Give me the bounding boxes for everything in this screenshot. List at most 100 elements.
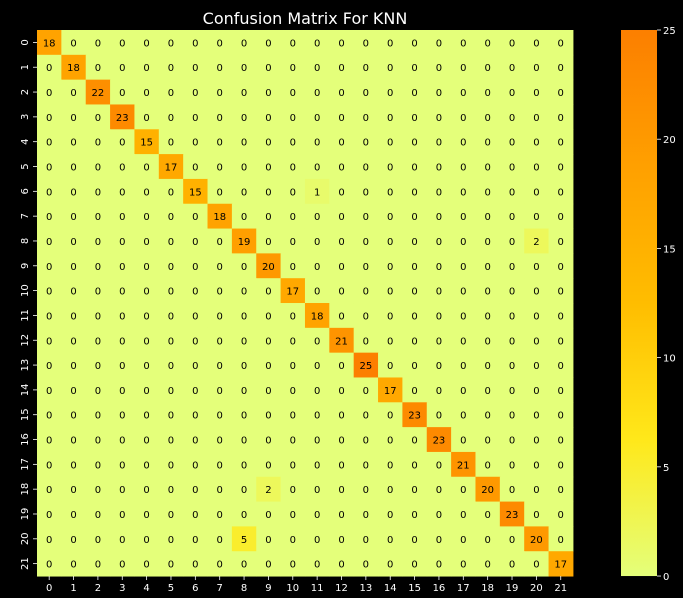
cell-value-label: 0 bbox=[217, 535, 223, 546]
heatmap-cell-10-3 bbox=[110, 278, 135, 304]
heatmap-cell-20-9 bbox=[256, 526, 282, 552]
cell-value-label: 0 bbox=[533, 287, 539, 298]
cell-value-label: 0 bbox=[217, 287, 223, 298]
heatmap-cell-13-16 bbox=[426, 352, 452, 378]
heatmap-cell-18-0 bbox=[37, 476, 62, 503]
y-tick-label: 21 bbox=[20, 557, 31, 570]
cell-value-label: 0 bbox=[95, 361, 101, 372]
heatmap-cell-2-4 bbox=[134, 79, 160, 105]
cell-value-label: 0 bbox=[241, 212, 247, 223]
heatmap-cell-14-20 bbox=[524, 377, 550, 403]
cell-value-label: 0 bbox=[70, 311, 76, 322]
cell-value-label: 0 bbox=[533, 485, 539, 496]
y-tick-label: 20 bbox=[20, 532, 31, 545]
cell-value-label: 0 bbox=[95, 436, 101, 447]
cell-value-label: 0 bbox=[387, 436, 393, 447]
heatmap-cell-5-16 bbox=[426, 154, 452, 180]
cell-value-label: 0 bbox=[192, 436, 198, 447]
cell-value-label: 0 bbox=[168, 287, 174, 298]
heatmap-cell-9-12 bbox=[329, 253, 355, 279]
cell-value-label: 0 bbox=[241, 163, 247, 174]
cell-value-label: 0 bbox=[192, 510, 198, 521]
cell-value-label: 0 bbox=[95, 311, 101, 322]
heatmap-cell-12-16 bbox=[426, 327, 452, 354]
heatmap-cell-17-13 bbox=[353, 451, 379, 478]
heatmap-cell-7-10 bbox=[280, 203, 306, 230]
heatmap-cell-15-8 bbox=[231, 402, 257, 428]
cell-value-label: 0 bbox=[95, 485, 101, 496]
cell-value-label: 0 bbox=[168, 336, 174, 347]
heatmap-cell-16-20 bbox=[524, 427, 550, 453]
cell-value-label: 0 bbox=[460, 88, 466, 99]
x-tick-label: 3 bbox=[119, 583, 125, 594]
heatmap-cell-4-15 bbox=[402, 129, 428, 155]
heatmap-cell-12-9 bbox=[256, 327, 282, 354]
heatmap-cell-8-12 bbox=[329, 228, 355, 254]
heatmap-cell-11-12 bbox=[329, 303, 355, 329]
heatmap-cell-18-9 bbox=[256, 476, 282, 503]
cell-value-label: 0 bbox=[558, 63, 564, 74]
heatmap-cell-5-4 bbox=[134, 154, 160, 180]
heatmap-cell-21-19 bbox=[499, 551, 525, 577]
heatmap-cell-0-8 bbox=[231, 30, 257, 56]
cell-value-label: 0 bbox=[265, 163, 271, 174]
heatmap-cell-17-3 bbox=[110, 451, 135, 478]
cell-value-label: 0 bbox=[338, 386, 344, 397]
cell-value-label: 0 bbox=[363, 63, 369, 74]
cell-value-label: 0 bbox=[46, 163, 52, 174]
heatmap-cell-19-17 bbox=[451, 501, 476, 527]
heatmap-cell-0-18 bbox=[475, 30, 501, 56]
cell-value-label: 0 bbox=[436, 485, 442, 496]
heatmap-cell-16-5 bbox=[158, 427, 184, 453]
heatmap-cell-5-20 bbox=[524, 154, 550, 180]
cell-value-label: 0 bbox=[338, 138, 344, 149]
cell-value-label: 0 bbox=[338, 163, 344, 174]
heatmap-cell-15-14 bbox=[378, 402, 403, 428]
cell-value-label: 0 bbox=[411, 436, 417, 447]
cell-value-label: 0 bbox=[217, 113, 223, 124]
heatmap-cell-3-8 bbox=[231, 104, 257, 130]
heatmap-cell-4-6 bbox=[183, 129, 209, 155]
heatmap-cell-5-10 bbox=[280, 154, 306, 180]
y-tick-label: 6 bbox=[20, 188, 31, 194]
y-tick-label: 2 bbox=[20, 89, 31, 95]
cell-value-label: 0 bbox=[241, 113, 247, 124]
cell-value-label: 0 bbox=[411, 163, 417, 174]
cell-value-label: 0 bbox=[192, 163, 198, 174]
heatmap-cell-18-21 bbox=[548, 476, 574, 503]
x-tick-label: 6 bbox=[192, 583, 198, 594]
cell-value-label: 0 bbox=[46, 510, 52, 521]
heatmap-cell-8-1 bbox=[61, 228, 87, 254]
cell-value-label: 0 bbox=[363, 436, 369, 447]
cell-value-label: 0 bbox=[387, 63, 393, 74]
cell-value-label: 0 bbox=[436, 138, 442, 149]
cell-value-label: 2 bbox=[265, 485, 271, 496]
cell-value-label: 0 bbox=[509, 88, 515, 99]
cell-value-label: 18 bbox=[67, 63, 80, 74]
heatmap-cell-15-17 bbox=[451, 402, 476, 428]
cell-value-label: 0 bbox=[143, 262, 149, 273]
heatmap-cell-18-20 bbox=[524, 476, 550, 503]
heatmap-cell-19-6 bbox=[183, 501, 209, 527]
y-tick-label: 19 bbox=[20, 508, 31, 521]
heatmap-cell-12-14 bbox=[378, 327, 403, 354]
cell-value-label: 0 bbox=[509, 535, 515, 546]
cell-value-label: 0 bbox=[460, 262, 466, 273]
heatmap-cell-14-13 bbox=[353, 377, 379, 403]
cell-value-label: 0 bbox=[70, 361, 76, 372]
x-tick-label: 18 bbox=[481, 583, 494, 594]
cell-value-label: 0 bbox=[509, 262, 515, 273]
heatmap-cell-3-0 bbox=[37, 104, 62, 130]
heatmap-cell-6-12 bbox=[329, 178, 355, 205]
cell-value-label: 0 bbox=[70, 411, 76, 422]
cell-value-label: 0 bbox=[70, 510, 76, 521]
cell-value-label: 0 bbox=[509, 485, 515, 496]
cell-value-label: 0 bbox=[265, 361, 271, 372]
cell-value-label: 0 bbox=[363, 287, 369, 298]
heatmap-cell-19-21 bbox=[548, 501, 574, 527]
heatmap-cell-8-10 bbox=[280, 228, 306, 254]
heatmap-cell-17-11 bbox=[304, 451, 330, 478]
cell-value-label: 0 bbox=[70, 38, 76, 49]
heatmap-cell-6-10 bbox=[280, 178, 306, 205]
heatmap-cell-11-7 bbox=[207, 303, 233, 329]
